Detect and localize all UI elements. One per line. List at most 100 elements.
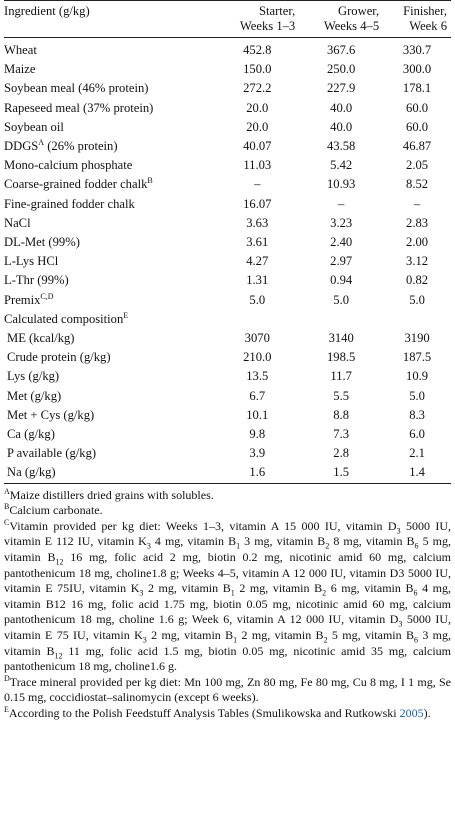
text-run: DDGS <box>4 139 39 154</box>
cell-value: 16.07 <box>243 196 272 211</box>
cell-value: 367.6 <box>327 43 356 57</box>
cell-value: 1.31 <box>246 273 269 288</box>
table-row: L-Thr (99%) 1.31 0.94 0.82 <box>4 271 451 290</box>
text-run: (26% protein) <box>44 139 118 154</box>
table-row: Coarse-grained fodder chalkB – 10.93 8.52 <box>4 175 451 194</box>
cell-value: 5.0 <box>249 292 266 307</box>
footnote: BCalcium carbonate. <box>4 503 451 519</box>
cell-value: 43.58 <box>327 139 356 154</box>
subscript: 1 <box>236 541 241 551</box>
subscript: 3 <box>139 588 144 598</box>
column-header: Starter, Weeks 1–3 <box>215 0 300 38</box>
cell-value: 6.0 <box>409 427 425 442</box>
subscript: 6 <box>413 635 418 645</box>
table-row: PremixC,D 5.0 5.0 5.0 <box>4 291 451 310</box>
cell-value: 178.1 <box>402 81 432 96</box>
citation-link[interactable]: 2005 <box>399 705 424 720</box>
row-label: L-Lys HCl <box>4 254 59 269</box>
cell-value: 8.8 <box>333 407 350 422</box>
cell-value: 2.05 <box>406 158 429 173</box>
row-label: Rapeseed meal (37% protein) <box>4 100 154 115</box>
table-row: Fine-grained fodder chalk 16.07 – – <box>4 195 451 214</box>
cell-value: – <box>413 196 421 211</box>
table-row: Soybean meal (46% protein) 272.2 227.9 178.… <box>4 79 451 98</box>
cell-value: 1.5 <box>299 463 384 484</box>
row-label: Met (g/kg) <box>7 388 62 403</box>
text-run: Premix <box>4 292 41 307</box>
cell-value: – <box>254 177 261 192</box>
cell-value: 2.00 <box>406 235 429 250</box>
table-row: Ca (g/kg) 9.8 7.3 6.0 <box>4 425 451 444</box>
subscript: 2 <box>325 541 330 551</box>
subscript: 2 <box>322 588 327 598</box>
cell-value: 3.61 <box>246 235 269 250</box>
text-run: Calcium carbonate. <box>9 503 103 518</box>
text-run: Maize distillers dried grains with solub… <box>9 487 214 502</box>
text-run: 2 mg, vitamin B <box>237 628 324 643</box>
table-row: ME (kcal/kg) 3070 3140 3190 <box>4 329 451 348</box>
subscript: 1 <box>230 588 235 598</box>
text-run: ). <box>423 705 431 720</box>
cell-value: 210.0 <box>243 350 272 365</box>
text-run: 11 mg, folic acid 1.5 mg, biotin 0.05 mg… <box>4 643 451 674</box>
cell-value: 10.9 <box>406 369 429 384</box>
superscript: B <box>4 502 10 512</box>
table-row: Rapeseed meal (37% protein) 20.0 40.0 60.0 <box>4 99 451 118</box>
text-run: 2 mg, vitamin B <box>143 581 231 596</box>
cell-value: 198.5 <box>327 350 356 365</box>
cell-value: 10.93 <box>327 177 356 192</box>
cell-value: 187.5 <box>402 350 432 365</box>
cell-value: 3140 <box>328 331 354 346</box>
table-row: Soybean oil 20.0 40.0 60.0 <box>4 118 451 137</box>
text-run: 3 mg, vitamin B <box>240 534 326 549</box>
cell-value: 3070 <box>244 331 270 346</box>
cell-value: 7.3 <box>333 427 350 442</box>
text-run: According to the Polish Feedstuff Analys… <box>8 705 400 720</box>
subscript: 6 <box>414 541 419 551</box>
text-run: Coarse-grained fodder chalk <box>4 177 148 192</box>
cell-value: 227.9 <box>327 81 356 96</box>
cell-value: 5.42 <box>330 158 353 173</box>
column-header: Finisher, Week 6 <box>383 0 451 38</box>
cell-value: 1.4 <box>383 463 451 484</box>
row-label: Lys (g/kg) <box>7 369 60 384</box>
table-row: NaCl 3.63 3.23 2.83 <box>4 214 451 233</box>
row-label: Soybean meal (46% protein) <box>4 81 149 96</box>
row-label: Crude protein (g/kg) <box>7 350 111 365</box>
table-row: Lys (g/kg) 13.5 11.7 10.9 <box>4 367 451 386</box>
cell-value: 5.5 <box>333 388 350 403</box>
cell-value: 0.82 <box>406 273 429 288</box>
cell-value: 40.0 <box>330 100 353 115</box>
text-run: 4 mg, vitamin B <box>150 534 237 549</box>
footnotes: AMaize distillers dried grains with solu… <box>4 487 452 722</box>
text-run: Calculated composition <box>4 311 124 326</box>
cell-value: 46.87 <box>402 139 432 154</box>
cell-value: 0.94 <box>330 273 353 288</box>
row-label: Coarse-grained fodder chalkB <box>4 175 215 194</box>
text-run: 8 mg, vitamin B <box>329 534 415 549</box>
cell-value: 13.5 <box>246 369 269 384</box>
cell-value: 40.0 <box>330 119 353 134</box>
cell-value: 3190 <box>404 331 430 346</box>
cell-value: 5.0 <box>409 292 425 307</box>
row-label: Met + Cys (g/kg) <box>7 407 95 422</box>
footnote: EAccording to the Polish Feedstuff Analy… <box>4 705 451 722</box>
table-row: Met + Cys (g/kg) 10.1 8.8 8.3 <box>4 406 451 425</box>
row-label: Wheat <box>4 43 37 57</box>
cell-value: 60.0 <box>406 119 429 134</box>
subscript: 3 <box>398 619 403 629</box>
text-run: 4 mg, vitamin B12 16 mg, folic acid 1.75… <box>4 581 452 627</box>
text-run: 2 mg, vitamin B <box>146 628 234 643</box>
text-run: 16 mg, folic acid 2 mg, biotin 0.2 mg, n… <box>4 550 452 596</box>
cell-value: 2.40 <box>330 235 353 250</box>
superscript: A <box>38 137 45 147</box>
footnote: DTrace mineral provided per kg diet: Mn … <box>4 674 451 706</box>
text-run: Trace mineral provided per kg diet: Mn 1… <box>4 674 451 705</box>
table-body: Wheat 452.8 367.6 330.7 Maize 150.0 250.0 300.0… <box>4 38 451 484</box>
cell-value: 4.27 <box>246 254 269 269</box>
subscript: 3 <box>142 635 147 645</box>
text-run: 3 mg, vitamin B <box>4 628 452 658</box>
cell-value: 20.0 <box>246 100 269 115</box>
cell-value: 9.8 <box>249 427 266 442</box>
